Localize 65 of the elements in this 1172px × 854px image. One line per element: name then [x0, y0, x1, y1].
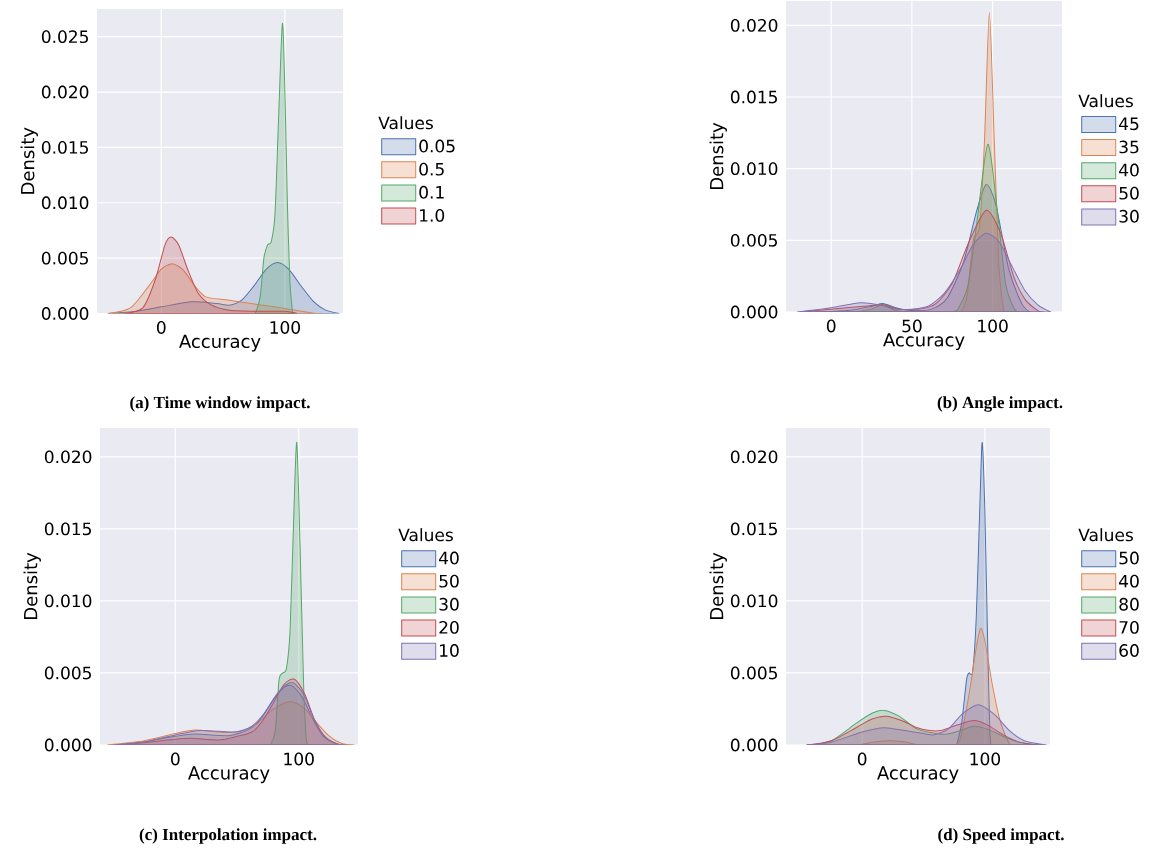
y-tick-label: 0.025 [41, 30, 88, 44]
y-tick-label: 0.005 [730, 666, 777, 680]
y-tick-label: 0.020 [730, 18, 778, 32]
y-tick-label: 0.015 [41, 140, 88, 154]
y-tick-label: 0.020 [730, 450, 778, 464]
y-tick-label: 0.005 [44, 666, 91, 680]
y-tick-label: 0.010 [730, 594, 778, 608]
legend-label: 40 [1119, 163, 1139, 177]
y-axis-title: Density [20, 127, 38, 194]
x-tick-label: 0 [857, 752, 867, 766]
y-tick-label: 0.000 [44, 738, 92, 752]
x-axis-title: Accuracy [883, 333, 965, 351]
legend-label: 0.1 [419, 185, 444, 199]
y-tick-label: 0.000 [730, 305, 778, 319]
x-axis-title: Accuracy [179, 334, 261, 352]
y-axis-title: Density [709, 122, 727, 189]
y-axis-title: Density [709, 552, 727, 619]
x-axis-title: Accuracy [877, 766, 959, 784]
y-tick-label: 0.015 [730, 90, 777, 104]
text: (b) Angle impact. [937, 396, 1063, 412]
legend-label: 30 [439, 597, 459, 611]
x-tick-label: 100 [270, 321, 300, 334]
x-tick-label: 100 [284, 752, 314, 766]
legend-label: 10 [440, 644, 459, 657]
x-tick-label: 50 [902, 319, 922, 333]
legend-label: 60 [1119, 644, 1139, 657]
legend-label: 0.5 [419, 162, 444, 176]
text: (a) Time window impact. [130, 396, 310, 412]
y-tick-label: 0.015 [730, 522, 777, 536]
x-tick-label: 0 [826, 319, 836, 333]
legend-label: 50 [1119, 186, 1139, 200]
text: (d) Speed impact. [938, 828, 1064, 844]
legend-label: 0.05 [419, 139, 455, 153]
legend-label: 80 [1119, 597, 1139, 611]
legend-label: 40 [1119, 574, 1139, 588]
y-tick-label: 0.020 [41, 85, 89, 99]
legend-label: 20 [439, 620, 459, 634]
x-tick-label: 0 [156, 321, 166, 334]
x-tick-label: 0 [171, 752, 180, 766]
y-tick-label: 0.000 [41, 307, 89, 320]
y-tick-label: 0.015 [44, 522, 91, 536]
legend-label: 50 [1119, 551, 1139, 565]
y-tick-label: 0.005 [41, 251, 88, 265]
legend-title: Values [378, 116, 433, 130]
y-tick-label: 0.010 [41, 196, 89, 210]
y-tick-label: 0.010 [730, 162, 778, 176]
x-tick-label: 100 [970, 752, 1001, 766]
text: (c) Interpolation impact. [139, 828, 317, 844]
legend-title: Values [398, 528, 453, 542]
y-tick-label: 0.010 [44, 594, 92, 608]
y-tick-label: 0.005 [730, 233, 777, 247]
legend-title: Values [1078, 94, 1133, 108]
legend-label: 1.0 [420, 208, 445, 222]
legend-label: 35 [1119, 140, 1139, 154]
y-tick-label: 0.000 [730, 738, 778, 752]
legend-label: 40 [439, 551, 459, 565]
legend-label: 30 [1119, 209, 1139, 223]
y-tick-label: 0.020 [44, 450, 92, 464]
legend-title: Values [1078, 528, 1133, 542]
legend-label: 50 [439, 574, 459, 588]
y-axis-title: Density [23, 552, 41, 619]
x-axis-title: Accuracy [188, 766, 270, 784]
x-tick-label: 100 [978, 319, 1008, 333]
legend-label: 70 [1119, 620, 1139, 634]
legend-label: 45 [1119, 117, 1139, 131]
